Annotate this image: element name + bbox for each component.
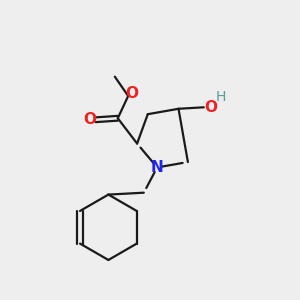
Text: N: N [151,160,164,175]
Text: O: O [84,112,97,127]
Text: O: O [204,100,217,115]
Text: H: H [216,90,226,104]
Text: O: O [125,86,138,101]
